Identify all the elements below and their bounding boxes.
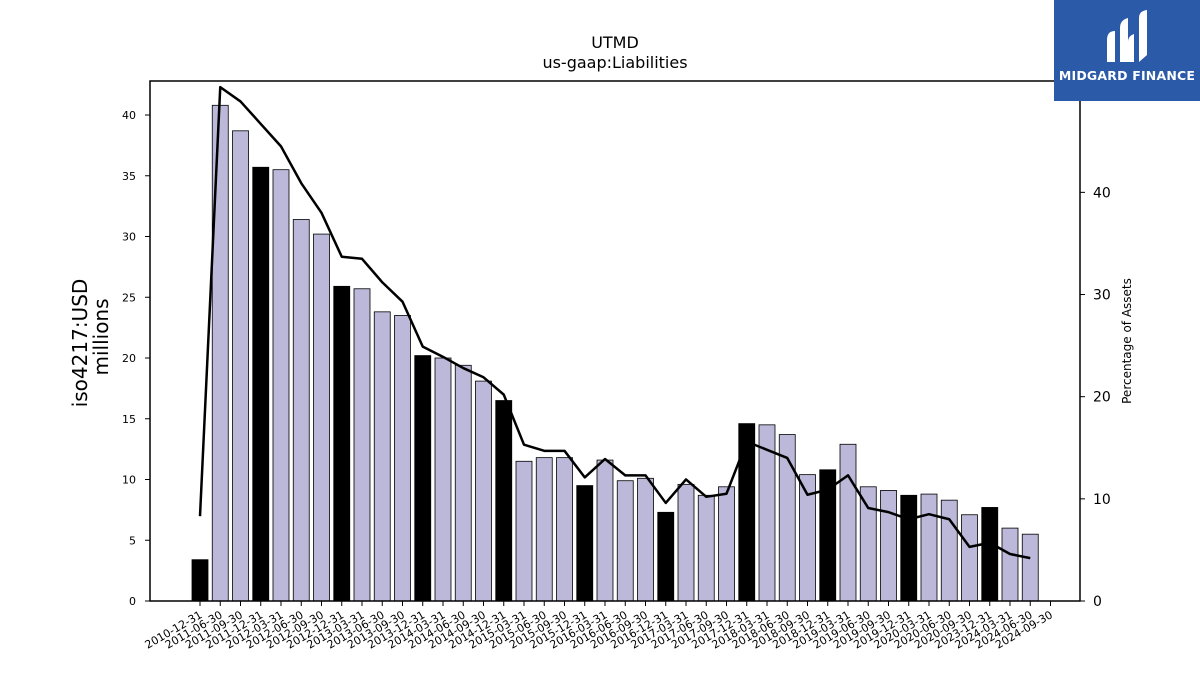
y-tick-label: 15 xyxy=(122,413,136,426)
bar-2012-06-30 xyxy=(292,219,310,602)
left-axis-ticks: 0 5 10 15 20 25 30 35 40 xyxy=(122,109,150,608)
chart-subtitle: us-gaap:Liabilities xyxy=(542,53,687,72)
bar-2024-06-30 xyxy=(1021,533,1039,602)
bar-2017-03-31 xyxy=(677,483,695,602)
bar-2013-06-30 xyxy=(373,311,391,602)
y2-tick-label: 30 xyxy=(1093,288,1111,304)
bar-2015-09-30 xyxy=(556,457,573,602)
bar-2016-06-30 xyxy=(616,480,634,602)
y-tick-label: 20 xyxy=(122,352,136,365)
bar-2024-03-31 xyxy=(1001,527,1019,602)
plot-frame xyxy=(149,80,1081,602)
bar-2014-03-31 xyxy=(434,357,452,602)
bar-group xyxy=(191,104,1039,602)
chart-title: UTMD xyxy=(591,33,639,52)
bar-2017-09-30 xyxy=(718,486,735,602)
bar-2015-03-31 xyxy=(515,460,533,602)
y2-tick-label: 20 xyxy=(1093,390,1111,406)
y2-tick-label: 40 xyxy=(1093,185,1111,201)
bar-2019-03-31 xyxy=(839,443,857,602)
bar-2019-12-31 xyxy=(900,494,918,602)
bar-2016-09-30 xyxy=(637,477,654,602)
brand-logo-text: MIDGARD FINANCE xyxy=(1058,68,1196,83)
bar-2012-12-31 xyxy=(333,285,351,602)
y-tick-label: 0 xyxy=(129,595,136,608)
bar-2011-09-30 xyxy=(232,130,249,602)
bar-2010-12-31 xyxy=(191,559,209,602)
midgard-logo-icon xyxy=(1107,10,1147,62)
bar-2014-12-31 xyxy=(495,400,513,602)
bar-2013-03-31 xyxy=(353,288,371,602)
y-tick-label: 25 xyxy=(122,291,136,304)
y-tick-label: 35 xyxy=(122,170,136,183)
y-tick-label: 10 xyxy=(122,474,136,487)
percentage-of-assets-line xyxy=(198,85,1031,560)
y2-tick-label: 0 xyxy=(1093,594,1102,610)
y-axis-unit-label: millions xyxy=(89,298,113,375)
bar-2016-03-31 xyxy=(596,459,614,602)
bar-2017-12-31 xyxy=(738,423,756,602)
bar-2012-09-30 xyxy=(313,233,330,602)
brand-logo: MIDGARD FINANCE xyxy=(1054,0,1200,101)
bar-2020-09-30 xyxy=(961,514,978,602)
bar-2019-09-30 xyxy=(880,490,897,602)
x-axis-ticks: 2010-12-312011-06-302011-09-302011-12-31… xyxy=(143,601,1055,652)
y-axis-label: iso4217:USD xyxy=(68,279,92,408)
bar-2014-06-30 xyxy=(454,364,472,602)
bar-2016-12-31 xyxy=(657,511,675,602)
bar-2013-12-31 xyxy=(414,355,432,602)
bar-2017-06-30 xyxy=(697,494,715,602)
y2-tick-label: 10 xyxy=(1093,492,1111,508)
bar-2020-03-31 xyxy=(920,493,938,602)
bar-2020-06-30 xyxy=(940,499,958,602)
bar-2014-09-30 xyxy=(475,380,492,602)
y-tick-label: 30 xyxy=(122,231,136,244)
y2-axis-label: Percentage of Assets xyxy=(1120,278,1134,404)
bar-2015-06-30 xyxy=(535,457,553,602)
bar-2013-09-30 xyxy=(394,315,411,602)
bar-2019-06-30 xyxy=(859,486,877,602)
bar-2011-12-31 xyxy=(252,166,270,602)
bar-2023-12-31 xyxy=(981,507,999,602)
y-tick-label: 40 xyxy=(122,109,136,122)
bar-2015-12-31 xyxy=(576,485,594,602)
right-axis-ticks: 01020304050 xyxy=(1080,83,1111,610)
bar-2012-03-31 xyxy=(272,169,290,602)
y-tick-label: 5 xyxy=(129,534,136,547)
